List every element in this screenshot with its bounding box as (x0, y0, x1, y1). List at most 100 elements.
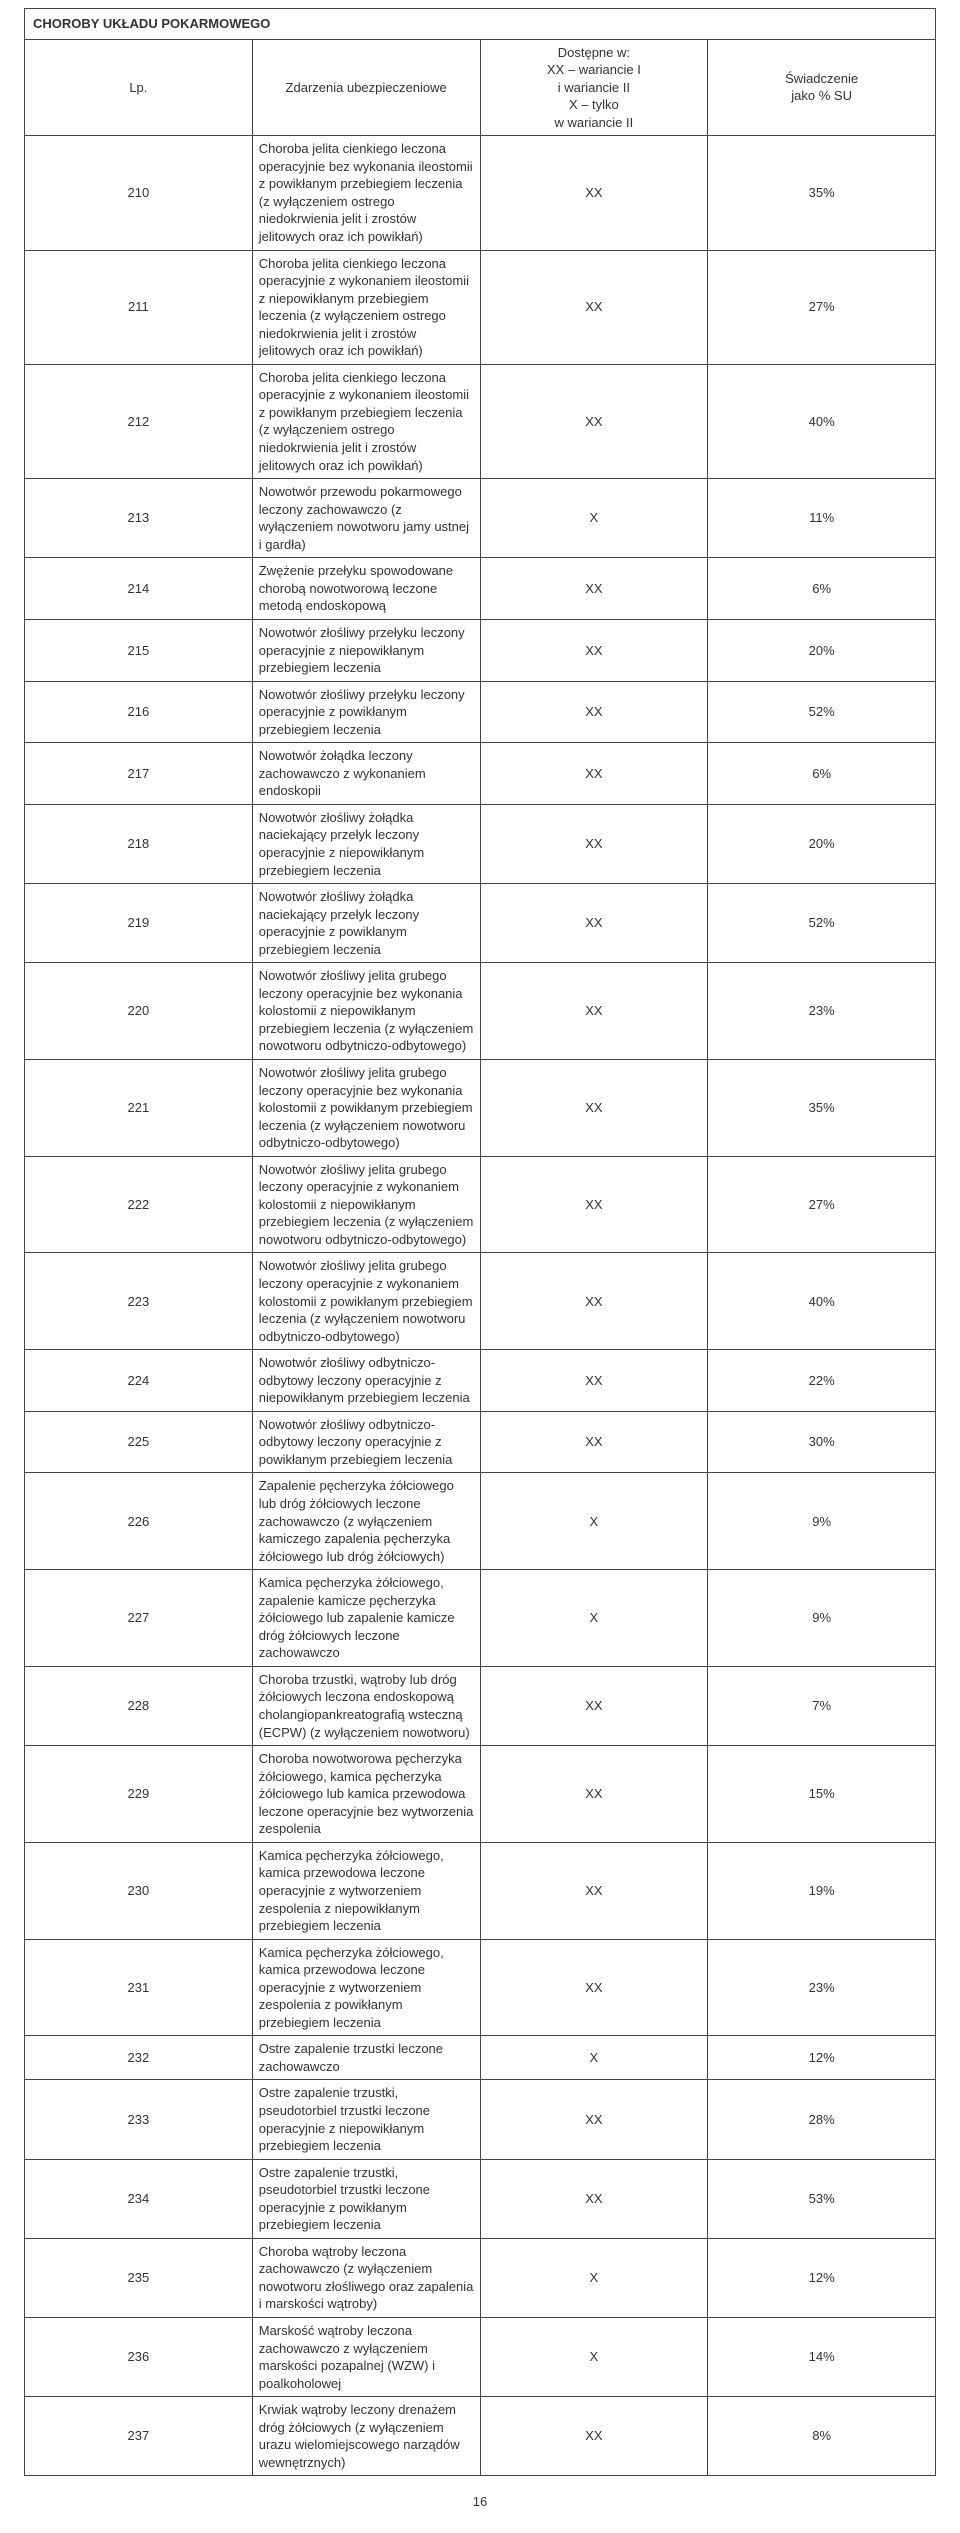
section-title: CHOROBY UKŁADU POKARMOWEGO (25, 9, 936, 40)
table-row: 214Zwężenie przełyku spowodowane chorobą… (25, 558, 936, 620)
header-availability: Dostępne w: XX – wariancie I i wariancie… (480, 39, 708, 136)
cell-percentage: 28% (708, 2080, 936, 2159)
cell-description: Kamica pęcherzyka żółciowego, kamica prz… (252, 1939, 480, 2036)
table-row: 226Zapalenie pęcherzyka żółciowego lub d… (25, 1473, 936, 1570)
cell-description: Ostre zapalenie trzustki, pseudotorbiel … (252, 2080, 480, 2159)
cell-percentage: 15% (708, 1746, 936, 1843)
cell-percentage: 40% (708, 1253, 936, 1350)
cell-description: Krwiak wątroby leczony drenażem dróg żół… (252, 2397, 480, 2476)
cell-availability: XX (480, 558, 708, 620)
table-row: 237Krwiak wątroby leczony drenażem dróg … (25, 2397, 936, 2476)
cell-availability: X (480, 2036, 708, 2080)
cell-availability: XX (480, 1746, 708, 1843)
cell-lp: 236 (25, 2317, 253, 2396)
table-row: 229Choroba nowotworowa pęcherzyka żółcio… (25, 1746, 936, 1843)
table-row: 212Choroba jelita cienkiego leczona oper… (25, 364, 936, 478)
table-body: 210Choroba jelita cienkiego leczona oper… (25, 136, 936, 2476)
cell-description: Choroba nowotworowa pęcherzyka żółcioweg… (252, 1746, 480, 1843)
cell-description: Nowotwór złośliwy odbytniczo-odbytowy le… (252, 1411, 480, 1473)
cell-availability: X (480, 2317, 708, 2396)
cell-description: Choroba jelita cienkiego leczona operacy… (252, 364, 480, 478)
header-lp: Lp. (25, 39, 253, 136)
cell-lp: 217 (25, 743, 253, 805)
cell-availability: XX (480, 250, 708, 364)
cell-description: Zwężenie przełyku spowodowane chorobą no… (252, 558, 480, 620)
cell-lp: 230 (25, 1842, 253, 1939)
cell-percentage: 27% (708, 1156, 936, 1253)
header-percentage: Świadczenie jako % SU (708, 39, 936, 136)
page-number: 16 (24, 2494, 936, 2509)
cell-lp: 219 (25, 884, 253, 963)
cell-percentage: 9% (708, 1570, 936, 1667)
cell-lp: 210 (25, 136, 253, 250)
cell-availability: XX (480, 2159, 708, 2238)
table-row: 213Nowotwór przewodu pokarmowego leczony… (25, 479, 936, 558)
cell-availability: XX (480, 1939, 708, 2036)
cell-availability: X (480, 1570, 708, 1667)
cell-availability: XX (480, 1666, 708, 1745)
cell-percentage: 11% (708, 479, 936, 558)
cell-percentage: 35% (708, 136, 936, 250)
cell-lp: 214 (25, 558, 253, 620)
cell-availability: X (480, 479, 708, 558)
table-row: 219Nowotwór złośliwy żołądka naciekający… (25, 884, 936, 963)
cell-description: Choroba trzustki, wątroby lub dróg żółci… (252, 1666, 480, 1745)
cell-description: Choroba jelita cienkiego leczona operacy… (252, 250, 480, 364)
cell-lp: 228 (25, 1666, 253, 1745)
cell-percentage: 9% (708, 1473, 936, 1570)
cell-description: Zapalenie pęcherzyka żółciowego lub dróg… (252, 1473, 480, 1570)
cell-availability: X (480, 1473, 708, 1570)
insurance-events-table: CHOROBY UKŁADU POKARMOWEGO Lp. Zdarzenia… (24, 8, 936, 2476)
table-row: 234Ostre zapalenie trzustki, pseudotorbi… (25, 2159, 936, 2238)
cell-lp: 229 (25, 1746, 253, 1843)
table-row: 221Nowotwór złośliwy jelita grubego lecz… (25, 1059, 936, 1156)
cell-lp: 212 (25, 364, 253, 478)
cell-availability: XX (480, 1059, 708, 1156)
cell-lp: 226 (25, 1473, 253, 1570)
table-row: 231Kamica pęcherzyka żółciowego, kamica … (25, 1939, 936, 2036)
cell-percentage: 12% (708, 2036, 936, 2080)
table-header-row: Lp. Zdarzenia ubezpieczeniowe Dostępne w… (25, 39, 936, 136)
cell-lp: 227 (25, 1570, 253, 1667)
cell-lp: 237 (25, 2397, 253, 2476)
table-row: 233Ostre zapalenie trzustki, pseudotorbi… (25, 2080, 936, 2159)
cell-lp: 232 (25, 2036, 253, 2080)
table-row: 227Kamica pęcherzyka żółciowego, zapalen… (25, 1570, 936, 1667)
cell-percentage: 7% (708, 1666, 936, 1745)
table-row: 211Choroba jelita cienkiego leczona oper… (25, 250, 936, 364)
section-header-row: CHOROBY UKŁADU POKARMOWEGO (25, 9, 936, 40)
cell-percentage: 27% (708, 250, 936, 364)
cell-lp: 233 (25, 2080, 253, 2159)
cell-lp: 215 (25, 619, 253, 681)
table-row: 225Nowotwór złośliwy odbytniczo-odbytowy… (25, 1411, 936, 1473)
cell-description: Nowotwór złośliwy jelita grubego leczony… (252, 1059, 480, 1156)
cell-lp: 231 (25, 1939, 253, 2036)
cell-description: Nowotwór złośliwy jelita grubego leczony… (252, 1253, 480, 1350)
table-row: 235Choroba wątroby leczona zachowawczo (… (25, 2238, 936, 2317)
cell-percentage: 40% (708, 364, 936, 478)
cell-description: Nowotwór złośliwy żołądka naciekający pr… (252, 884, 480, 963)
cell-lp: 222 (25, 1156, 253, 1253)
table-row: 236Marskość wątroby leczona zachowawczo … (25, 2317, 936, 2396)
cell-lp: 224 (25, 1350, 253, 1412)
cell-percentage: 8% (708, 2397, 936, 2476)
cell-availability: XX (480, 136, 708, 250)
cell-description: Nowotwór złośliwy żołądka naciekający pr… (252, 804, 480, 883)
table-row: 220Nowotwór złośliwy jelita grubego lecz… (25, 963, 936, 1060)
table-row: 216Nowotwór złośliwy przełyku leczony op… (25, 681, 936, 743)
cell-description: Kamica pęcherzyka żółciowego, zapalenie … (252, 1570, 480, 1667)
cell-percentage: 23% (708, 1939, 936, 2036)
cell-availability: XX (480, 804, 708, 883)
cell-availability: XX (480, 2080, 708, 2159)
cell-description: Ostre zapalenie trzustki, pseudotorbiel … (252, 2159, 480, 2238)
cell-description: Nowotwór złośliwy jelita grubego leczony… (252, 963, 480, 1060)
cell-description: Choroba wątroby leczona zachowawczo (z w… (252, 2238, 480, 2317)
cell-availability: X (480, 2238, 708, 2317)
page-container: CHOROBY UKŁADU POKARMOWEGO Lp. Zdarzenia… (0, 0, 960, 2533)
cell-lp: 234 (25, 2159, 253, 2238)
cell-percentage: 19% (708, 1842, 936, 1939)
cell-percentage: 35% (708, 1059, 936, 1156)
cell-description: Marskość wątroby leczona zachowawczo z w… (252, 2317, 480, 2396)
table-row: 218Nowotwór złośliwy żołądka naciekający… (25, 804, 936, 883)
cell-availability: XX (480, 1156, 708, 1253)
